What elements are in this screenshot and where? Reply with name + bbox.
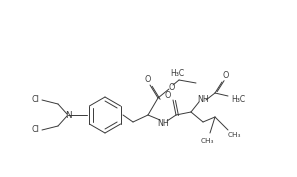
Text: Cl: Cl [31, 96, 39, 104]
Text: O: O [223, 72, 229, 81]
Text: CH₃: CH₃ [200, 138, 214, 144]
Text: N: N [65, 110, 71, 119]
Text: CH₃: CH₃ [227, 132, 241, 138]
Text: O: O [145, 76, 151, 84]
Text: H₃C: H₃C [170, 68, 184, 78]
Text: NH: NH [157, 118, 169, 127]
Text: Cl: Cl [31, 125, 39, 135]
Text: O: O [165, 90, 171, 99]
Text: H₃C: H₃C [231, 95, 245, 104]
Text: O: O [169, 82, 175, 92]
Text: NH: NH [197, 96, 209, 104]
